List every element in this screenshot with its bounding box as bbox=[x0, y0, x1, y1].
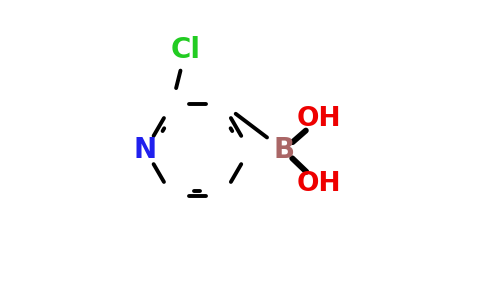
Text: N: N bbox=[134, 136, 157, 164]
Text: OH: OH bbox=[297, 106, 342, 132]
Text: B: B bbox=[273, 136, 294, 164]
Text: OH: OH bbox=[297, 171, 342, 197]
Text: Cl: Cl bbox=[170, 36, 200, 64]
